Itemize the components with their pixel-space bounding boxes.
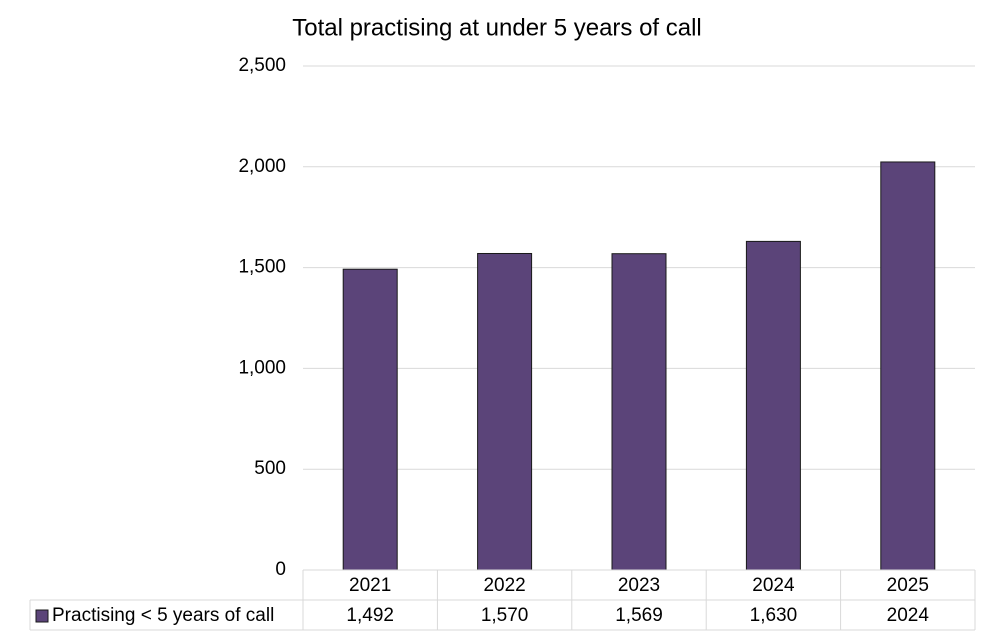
y-tick-label: 1,500 bbox=[238, 257, 286, 278]
data-label: 1,569 bbox=[615, 605, 663, 626]
bar bbox=[477, 252, 533, 571]
data-label: 1,492 bbox=[346, 605, 394, 626]
y-tick-label: 2,500 bbox=[238, 55, 286, 76]
legend-label: Practising < 5 years of call bbox=[52, 605, 274, 626]
bar bbox=[880, 161, 936, 571]
y-tick-label: 2,000 bbox=[238, 156, 286, 177]
x-tick-label: 2021 bbox=[349, 575, 391, 596]
chart-title: Total practising at under 5 years of cal… bbox=[292, 14, 702, 41]
data-label: 2024 bbox=[887, 605, 930, 626]
bar bbox=[611, 253, 667, 571]
y-tick-label: 0 bbox=[275, 559, 286, 580]
x-tick-label: 2023 bbox=[618, 575, 660, 596]
data-label: 1,570 bbox=[481, 605, 529, 626]
legend-key bbox=[35, 609, 49, 623]
y-tick-label: 1,000 bbox=[238, 357, 286, 378]
x-tick-label: 2024 bbox=[752, 575, 795, 596]
x-tick-label: 2025 bbox=[887, 575, 929, 596]
x-tick-label: 2022 bbox=[483, 575, 525, 596]
bar bbox=[342, 268, 398, 571]
y-tick-label: 500 bbox=[254, 458, 286, 479]
bar bbox=[745, 240, 801, 571]
data-label: 1,630 bbox=[750, 605, 798, 626]
